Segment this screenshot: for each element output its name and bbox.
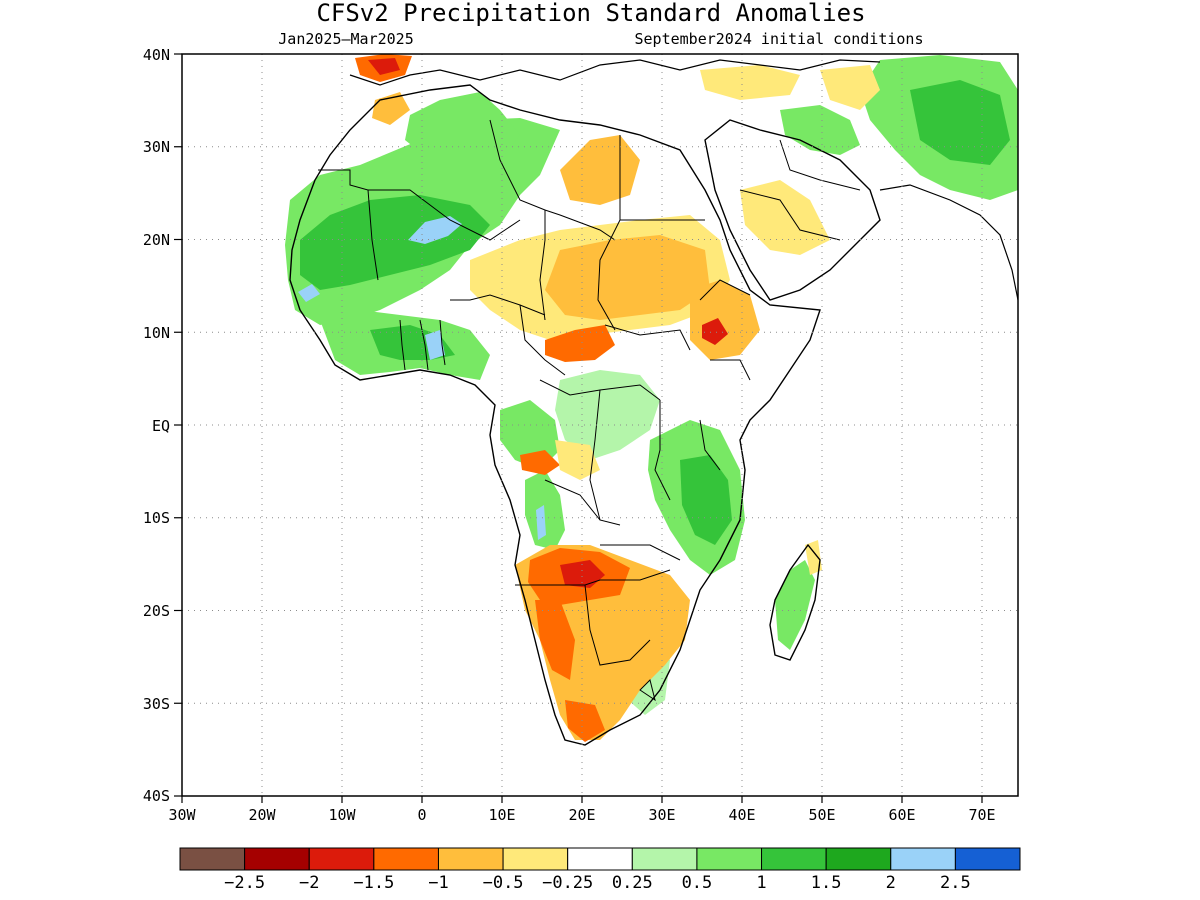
wet-region-sahel-max — [408, 216, 462, 244]
dry-region-cameroon — [555, 440, 600, 480]
europe-coastline — [349, 59, 881, 86]
dry-region-arabia — [740, 180, 830, 255]
lat-label: 20S — [143, 602, 170, 620]
colorbar-swatch — [373, 847, 439, 871]
colorbar-label: −0.5 — [483, 873, 524, 893]
wet-anomaly-regions — [285, 55, 1018, 715]
colorbar-swatch — [954, 847, 1021, 871]
colorbar-swatch — [244, 847, 310, 871]
colorbar-label: 2 — [886, 873, 896, 893]
wet-region-ghana-max — [425, 330, 445, 360]
colorbar-swatch — [502, 847, 569, 871]
colorbar-label: −2.5 — [224, 873, 265, 893]
wet-region-senegal-max — [298, 284, 320, 302]
lon-label: 50E — [808, 806, 835, 824]
lon-label: 20W — [248, 806, 276, 824]
lat-label: EQ — [152, 417, 170, 435]
longitude-labels: 30W 20W 10W 0 10E 20E 30E 40E 50E 60E 70… — [168, 806, 995, 824]
dry-region-ethiopia-core — [702, 318, 728, 345]
dry-region-sudan-core — [545, 235, 710, 320]
wet-region-east-core — [680, 455, 732, 545]
lon-label: 0 — [417, 806, 426, 824]
lat-label: 40N — [143, 46, 170, 64]
map-ticks — [174, 53, 983, 803]
lat-label: 10S — [143, 509, 170, 527]
colorbar-label: −1 — [428, 873, 448, 893]
colorbar-label: 1.5 — [811, 873, 842, 893]
map-area: 40N 30N 20N 10N EQ 10S 20S 30S 40S 30W 2… — [143, 46, 1019, 824]
dry-region-iberia-core — [368, 58, 400, 75]
colorbar-swatch — [308, 847, 375, 871]
dry-region-gabon — [520, 450, 560, 475]
africa-coastline — [289, 84, 821, 746]
colorbar-swatch — [631, 847, 698, 871]
lon-label: 30E — [648, 806, 675, 824]
colorbar-label: 0.5 — [682, 873, 713, 893]
dry-region-namibia — [535, 600, 575, 680]
colorbar-swatch — [437, 847, 504, 871]
colorbar-label: −2 — [299, 873, 319, 893]
colorbar-label: 0.25 — [612, 873, 653, 893]
colorbar-label: 2.5 — [940, 873, 971, 893]
dry-region-iran — [820, 65, 880, 110]
dry-anomaly-regions — [355, 54, 880, 742]
colorbar: −2.5 −2 −1.5 −1 −0.5 −0.25 0.25 0.5 1 1.5 2 2.5 — [179, 847, 1021, 893]
lat-label: 10N — [143, 324, 170, 342]
colorbar-labels: −2.5 −2 −1.5 −1 −0.5 −0.25 0.25 0.5 1 1.5 2 2.5 — [224, 873, 971, 893]
wet-region-central — [555, 370, 660, 460]
colorbar-label: 1 — [756, 873, 766, 893]
lat-label: 30N — [143, 138, 170, 156]
dry-region-anatolia — [700, 65, 800, 100]
map-subtitle-period: Jan2025–Mar2025 — [278, 30, 413, 48]
wet-region-maghreb — [405, 92, 520, 170]
lat-label: 20N — [143, 231, 170, 249]
map-subtitle-init: September2024 initial conditions — [635, 30, 924, 48]
lon-label: 30W — [168, 806, 196, 824]
lon-label: 10W — [328, 806, 356, 824]
country-borders — [318, 119, 861, 702]
colorbar-swatch — [761, 847, 827, 871]
asia-coastline — [879, 184, 1018, 301]
colorbar-swatch — [696, 847, 763, 871]
lat-label: 30S — [143, 695, 170, 713]
dry-region-madagascar-north — [805, 540, 822, 575]
colorbar-label: −0.25 — [542, 873, 593, 893]
dry-region-car — [545, 325, 615, 362]
colorbar-swatch — [825, 847, 892, 871]
anomaly-fields — [285, 54, 1018, 742]
lon-label: 60E — [888, 806, 915, 824]
wet-region-levant — [780, 105, 860, 155]
latitude-labels: 40N 30N 20N 10N EQ 10S 20S 30S 40S — [143, 46, 170, 805]
lon-label: 70E — [968, 806, 995, 824]
lon-label: 20E — [568, 806, 595, 824]
lon-label: 10E — [488, 806, 515, 824]
dry-region-south-africa — [565, 700, 605, 742]
colorbar-swatch — [890, 847, 956, 871]
dry-region-zambia-max — [560, 560, 605, 588]
wet-region-madagascar — [775, 560, 815, 650]
colorbar-label: −1.5 — [353, 873, 394, 893]
wet-region-angola-max — [536, 505, 546, 540]
colorbar-swatch — [179, 847, 246, 871]
wet-region-angola — [525, 470, 565, 550]
map-gridlines — [182, 54, 1018, 796]
colorbar-boxes — [179, 847, 1021, 871]
wet-region-middle-east-core — [910, 80, 1010, 165]
colorbar-swatch — [567, 847, 633, 871]
lat-label: 40S — [143, 787, 170, 805]
lon-label: 40E — [728, 806, 755, 824]
madagascar-coastline — [769, 543, 821, 661]
map-title: CFSv2 Precipitation Standard Anomalies — [316, 0, 865, 27]
